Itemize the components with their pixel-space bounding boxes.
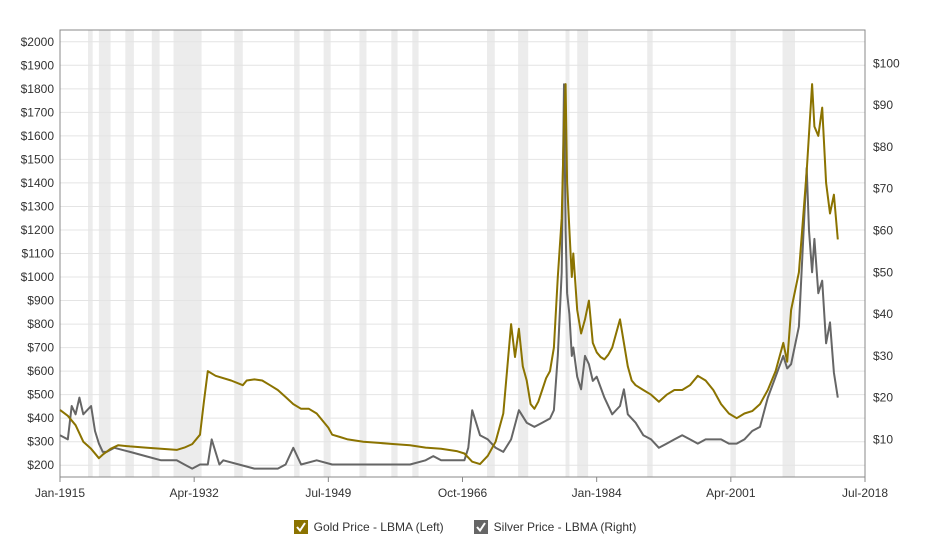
x-axis-tick-label: Jan-1915 <box>35 486 85 500</box>
x-axis-tick-label: Jan-1984 <box>572 486 622 500</box>
legend: Gold Price - LBMA (Left) Silver Price - … <box>0 516 930 538</box>
left-axis-tick-label: $800 <box>27 317 54 331</box>
gold-price-line <box>59 83 839 466</box>
legend-item-gold[interactable]: Gold Price - LBMA (Left) <box>293 520 444 534</box>
left-axis-tick-label: $1000 <box>21 270 55 284</box>
left-axis-tick-label: $900 <box>27 294 54 308</box>
x-axis-ticks: Jan-1915 Apr-1932 Jul-1949 Oct-1966 Jan-1984… <box>35 477 888 500</box>
right-axis-tick-label: $60 <box>873 224 893 238</box>
legend-label-silver: Silver Price - LBMA (Right) <box>493 520 637 534</box>
left-axis-tick-label: $400 <box>27 411 54 425</box>
left-axis-tick-label: $700 <box>27 341 54 355</box>
left-axis-tick-label: $1100 <box>22 247 55 261</box>
right-axis-tick-label: $50 <box>873 265 893 279</box>
left-axis-ticks: $200 $300 $400 $500 $600 $700 $800 $900 $1000 $11… <box>21 35 55 472</box>
left-axis-tick-label: $1600 <box>21 129 55 143</box>
left-axis-tick-label: $1500 <box>21 152 55 166</box>
left-axis-tick-label: $1800 <box>21 82 55 96</box>
right-axis-tick-label: $10 <box>873 432 893 446</box>
left-axis-tick-label: $600 <box>27 364 54 378</box>
x-axis-tick-label: Jul-1949 <box>305 486 351 500</box>
checkbox-checked-icon <box>293 520 308 534</box>
left-axis-tick-label: $300 <box>27 435 54 449</box>
right-axis-tick-label: $40 <box>873 307 893 321</box>
left-axis-tick-label: $1400 <box>21 176 55 190</box>
legend-label-gold: Gold Price - LBMA (Left) <box>313 520 444 534</box>
right-axis-tick-label: $90 <box>873 98 893 112</box>
left-axis-tick-label: $500 <box>27 388 54 402</box>
left-axis-tick-label: $2000 <box>21 35 55 49</box>
right-axis-tick-label: $100 <box>873 56 900 70</box>
left-axis-tick-label: $1300 <box>21 199 55 213</box>
x-axis-tick-label: Apr-1932 <box>169 486 219 500</box>
legend-item-silver[interactable]: Silver Price - LBMA (Right) <box>473 520 637 534</box>
x-axis-tick-label: Oct-1966 <box>438 486 488 500</box>
x-axis-tick-label: Jul-2018 <box>842 486 888 500</box>
right-axis-tick-label: $80 <box>873 140 893 154</box>
left-axis-tick-label: $1700 <box>21 105 55 119</box>
right-axis-tick-label: $20 <box>873 391 893 405</box>
left-axis-tick-label: $1200 <box>21 223 55 237</box>
silver-price-line <box>59 83 839 470</box>
x-axis-tick-label: Apr-2001 <box>706 486 756 500</box>
right-axis-tick-label: $30 <box>873 349 893 363</box>
left-axis-tick-label: $1900 <box>21 58 55 72</box>
price-chart: $200 $300 $400 $500 $600 $700 $800 $900 $1000 $11… <box>21 29 900 500</box>
series-lines <box>59 83 839 470</box>
right-axis-ticks: $10 $20 $30 $40 $50 $60 $70 $80 $90 $100 <box>873 56 900 446</box>
checkbox-checked-icon <box>473 520 488 534</box>
left-axis-tick-label: $200 <box>27 458 54 472</box>
right-axis-tick-label: $70 <box>873 182 893 196</box>
